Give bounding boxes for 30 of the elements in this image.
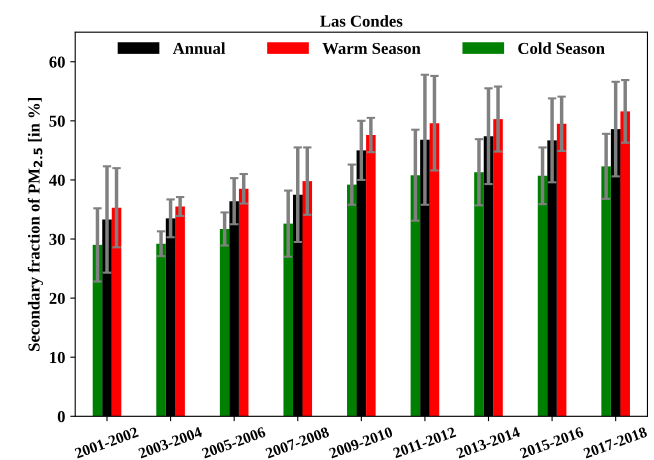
bar xyxy=(283,224,293,416)
y-tick-label: 10 xyxy=(50,352,65,364)
bar xyxy=(92,244,102,416)
legend-label: Warm Season xyxy=(322,42,421,54)
bar xyxy=(538,176,548,416)
bar xyxy=(410,175,420,416)
bar xyxy=(601,166,611,416)
y-tick-label: 0 xyxy=(58,411,65,422)
bar xyxy=(347,184,357,416)
y-tick-label: 40 xyxy=(49,174,65,186)
bar xyxy=(620,111,630,416)
bar xyxy=(556,124,566,416)
bar xyxy=(175,206,185,416)
bar xyxy=(366,135,376,416)
bar xyxy=(493,119,503,416)
bar xyxy=(238,188,248,416)
legend-label: Annual xyxy=(172,42,226,54)
y-tick-label: 20 xyxy=(50,292,65,304)
y-tick-label: 30 xyxy=(49,234,65,245)
bar xyxy=(430,123,440,416)
bar xyxy=(112,208,122,416)
bar xyxy=(156,244,166,416)
bar xyxy=(474,172,484,416)
bar xyxy=(220,228,230,416)
y-axis-title: Secondary fraction of PM$_{2.5}$ [in %] xyxy=(28,98,44,351)
legend-label: Cold Season xyxy=(518,42,605,54)
chart-title: Las Condes xyxy=(320,15,402,27)
bar xyxy=(302,181,312,416)
y-tick-label: 50 xyxy=(49,116,65,127)
y-tick-label: 60 xyxy=(49,56,65,68)
